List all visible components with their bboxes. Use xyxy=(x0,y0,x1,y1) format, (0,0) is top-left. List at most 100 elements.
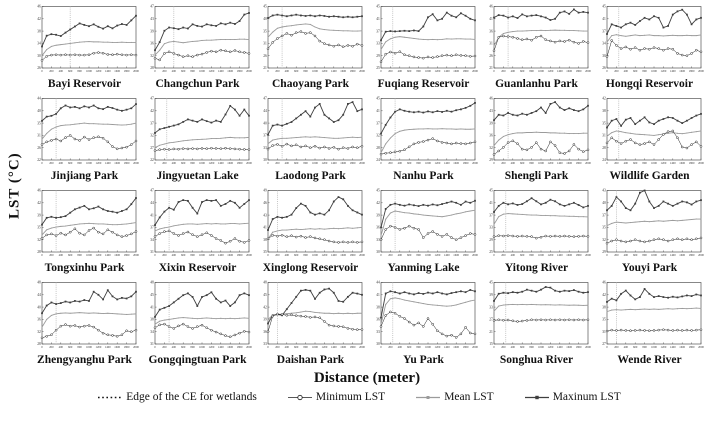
svg-text:41: 41 xyxy=(489,17,493,21)
svg-text:31: 31 xyxy=(150,342,154,346)
legend-item: Mean LST xyxy=(415,391,494,403)
svg-text:600: 600 xyxy=(68,69,73,73)
svg-text:1200: 1200 xyxy=(547,161,553,165)
svg-text:1400: 1400 xyxy=(217,161,223,165)
subplot-title: Wildlife Garden xyxy=(609,170,690,182)
svg-text:400: 400 xyxy=(171,345,176,349)
svg-text:600: 600 xyxy=(520,69,525,73)
svg-text:1800: 1800 xyxy=(236,69,242,73)
svg-text:1200: 1200 xyxy=(321,345,327,349)
svg-text:1400: 1400 xyxy=(330,69,336,73)
svg-text:36: 36 xyxy=(376,318,380,322)
svg-text:200: 200 xyxy=(501,161,506,165)
svg-text:0: 0 xyxy=(380,253,382,257)
svg-text:48: 48 xyxy=(150,281,154,285)
svg-text:45: 45 xyxy=(376,97,380,101)
svg-text:28: 28 xyxy=(37,342,41,346)
svg-text:34: 34 xyxy=(602,42,606,46)
svg-text:1000: 1000 xyxy=(651,253,657,257)
svg-text:35: 35 xyxy=(263,250,267,254)
svg-text:1800: 1800 xyxy=(575,253,581,257)
svg-text:400: 400 xyxy=(58,69,63,73)
svg-text:38: 38 xyxy=(263,238,267,242)
svg-text:45: 45 xyxy=(489,281,493,285)
svg-text:1000: 1000 xyxy=(425,161,431,165)
svg-text:1800: 1800 xyxy=(349,69,355,73)
svg-text:0: 0 xyxy=(606,69,608,73)
svg-text:21: 21 xyxy=(489,330,493,334)
svg-text:35: 35 xyxy=(602,121,606,125)
svg-text:42: 42 xyxy=(376,201,380,205)
svg-text:200: 200 xyxy=(162,253,167,257)
subplot-plot: 22 26 31 35 40 44 0 200 400 600 800 1000 1200 1400 160… xyxy=(37,97,139,166)
subplot-plot: 24 28 31 35 38 42 0 200 400 600 800 1000 1200 1400 160… xyxy=(602,97,704,166)
svg-text:800: 800 xyxy=(642,161,647,165)
svg-text:800: 800 xyxy=(190,253,195,257)
svg-text:1600: 1600 xyxy=(340,161,346,165)
subplot-plot: 31 34 38 41 45 48 0 200 400 600 800 1000 1200 1400 160… xyxy=(150,281,252,350)
svg-text:600: 600 xyxy=(520,345,525,349)
svg-text:46: 46 xyxy=(37,189,41,193)
svg-text:1400: 1400 xyxy=(443,161,449,165)
svg-text:400: 400 xyxy=(171,253,176,257)
svg-text:33: 33 xyxy=(376,238,380,242)
svg-text:200: 200 xyxy=(275,161,280,165)
svg-text:600: 600 xyxy=(633,345,638,349)
svg-text:30: 30 xyxy=(602,54,606,58)
subplot-plot: 29 32 36 39 43 46 0 200 400 600 800 1000 1200 1400 160… xyxy=(489,97,591,166)
svg-text:600: 600 xyxy=(633,69,638,73)
svg-text:31: 31 xyxy=(150,250,154,254)
svg-text:1200: 1200 xyxy=(547,69,553,73)
svg-text:1800: 1800 xyxy=(123,69,129,73)
subplot: 31 34 38 41 45 48 0 200 400 600 800 1000 1200 1400 160… xyxy=(141,280,254,367)
subplot: 28 32 36 39 43 47 0 200 400 600 800 1000 1200 1400 160… xyxy=(141,4,254,91)
svg-text:33: 33 xyxy=(489,226,493,230)
svg-text:600: 600 xyxy=(633,161,638,165)
svg-text:1000: 1000 xyxy=(86,161,92,165)
svg-text:45: 45 xyxy=(376,189,380,193)
svg-text:1400: 1400 xyxy=(104,253,110,257)
svg-text:1000: 1000 xyxy=(538,345,544,349)
subplot: 26 30 34 38 42 46 0 200 400 600 800 1000 1200 1400 160… xyxy=(28,4,141,91)
svg-text:1200: 1200 xyxy=(434,161,440,165)
svg-text:0: 0 xyxy=(154,345,156,349)
svg-text:0: 0 xyxy=(41,345,43,349)
svg-text:2000: 2000 xyxy=(133,253,139,257)
svg-text:42: 42 xyxy=(263,305,267,309)
svg-text:400: 400 xyxy=(171,69,176,73)
subplot-title: Shengli Park xyxy=(504,170,569,182)
svg-text:1800: 1800 xyxy=(236,161,242,165)
svg-text:41: 41 xyxy=(376,293,380,297)
svg-text:800: 800 xyxy=(303,69,308,73)
svg-text:1400: 1400 xyxy=(104,69,110,73)
subplot-plot: 24 28 32 37 41 45 0 200 400 600 800 1000 1200 1400 160… xyxy=(376,97,478,166)
svg-text:38: 38 xyxy=(37,29,41,33)
svg-text:42: 42 xyxy=(37,201,41,205)
svg-text:600: 600 xyxy=(407,161,412,165)
svg-text:42: 42 xyxy=(602,97,606,101)
svg-text:0: 0 xyxy=(41,161,43,165)
svg-text:800: 800 xyxy=(190,161,195,165)
svg-text:1200: 1200 xyxy=(208,253,214,257)
svg-text:35: 35 xyxy=(602,318,606,322)
svg-text:1800: 1800 xyxy=(688,345,694,349)
svg-text:2000: 2000 xyxy=(246,345,252,349)
svg-text:15: 15 xyxy=(489,342,493,346)
legend-item: Minimum LST xyxy=(287,391,385,403)
svg-text:1200: 1200 xyxy=(660,161,666,165)
svg-text:1400: 1400 xyxy=(217,253,223,257)
svg-text:35: 35 xyxy=(37,226,41,230)
svg-text:600: 600 xyxy=(68,253,73,257)
svg-text:800: 800 xyxy=(303,253,308,257)
subplot-title: Jingyuetan Lake xyxy=(156,170,239,182)
svg-text:0: 0 xyxy=(154,253,156,257)
svg-text:1600: 1600 xyxy=(227,253,233,257)
svg-text:1400: 1400 xyxy=(556,161,562,165)
svg-text:39: 39 xyxy=(376,213,380,217)
x-axis-label: Distance (meter) xyxy=(313,370,421,386)
svg-text:200: 200 xyxy=(275,345,280,349)
svg-text:46: 46 xyxy=(489,5,493,9)
svg-text:1600: 1600 xyxy=(114,253,120,257)
svg-text:1400: 1400 xyxy=(669,161,675,165)
subplot-plot: 26 30 34 38 42 46 0 200 400 600 800 1000 1200 1400 160… xyxy=(37,5,139,73)
